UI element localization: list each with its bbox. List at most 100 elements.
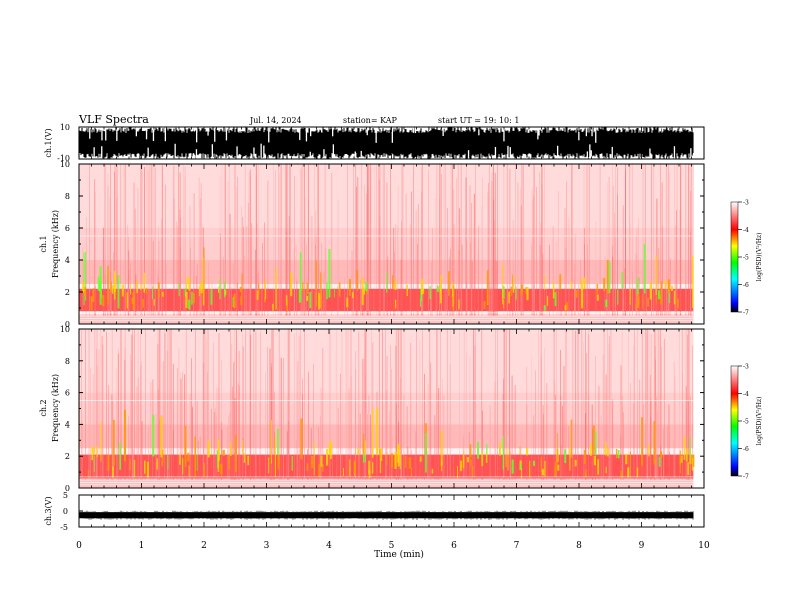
ch1-spec-burst bbox=[596, 284, 599, 295]
ch1-waveform-gap bbox=[236, 146, 238, 159]
ch2-spec-burst bbox=[379, 449, 381, 457]
ch1-spec-burst bbox=[510, 286, 513, 296]
ch1-spec-burst bbox=[667, 279, 670, 293]
ch1-waveform-gap bbox=[524, 153, 526, 159]
ch2-spec-burst bbox=[399, 453, 401, 470]
x-tick-label: 8 bbox=[576, 541, 582, 551]
ch1-spec-burst bbox=[83, 252, 85, 306]
ch1-spec-burst bbox=[302, 282, 304, 291]
ch1-spectrogram-image bbox=[79, 164, 694, 324]
ch2-spec-burst bbox=[604, 442, 607, 456]
ch2-spec-burst bbox=[574, 459, 577, 467]
ch2-spec-burst bbox=[653, 421, 656, 465]
ch1-spec-burst bbox=[419, 298, 422, 307]
date-label: Jul. 14, 2024 bbox=[249, 116, 302, 125]
ch1-spec-burst bbox=[140, 283, 142, 291]
ch1-spec-burst bbox=[554, 292, 557, 306]
ch2-spec-burst bbox=[636, 467, 639, 477]
ch1-waveform-gap bbox=[509, 147, 511, 159]
ch1-spec-ytick-label: 4 bbox=[65, 256, 70, 265]
ch2-spec-burst bbox=[557, 464, 560, 471]
ch1-spec-burst bbox=[603, 278, 606, 292]
ch2-spec-burst bbox=[589, 444, 592, 456]
ch1-waveform-gap bbox=[507, 145, 509, 159]
ch3-waveform-panel: ch.3(V) 5 0 -5 bbox=[44, 491, 705, 532]
ch1-waveform-gap bbox=[321, 127, 323, 133]
ch2-spec-burst bbox=[353, 460, 356, 475]
ch1-spec-burst bbox=[188, 277, 191, 291]
ch1-waveform-gap bbox=[323, 149, 325, 160]
station-label: station= KAP bbox=[343, 116, 398, 125]
ch2-spec-burst bbox=[270, 419, 272, 464]
ch1-spec-burst bbox=[326, 282, 328, 300]
ch1-spec-burst bbox=[191, 291, 193, 305]
ch1-waveform-gap bbox=[309, 151, 311, 160]
ch1-spec-ytick-label: 0 bbox=[65, 320, 70, 329]
ch2-spec-ytick-label: 2 bbox=[65, 452, 70, 461]
ch2-spec-burst bbox=[625, 453, 628, 465]
ch2-spec-burst bbox=[306, 463, 309, 471]
ch1-spec-burst bbox=[439, 275, 442, 294]
ch1-waveform-gap bbox=[366, 127, 368, 136]
ch1-waveform-gap bbox=[163, 154, 165, 160]
ch2-spec-burst bbox=[277, 456, 280, 470]
ch1-spec-burst bbox=[406, 284, 408, 297]
ch1-spec-burst bbox=[290, 272, 293, 297]
ch1-spec-burst bbox=[458, 299, 460, 309]
ch2-spec-burst bbox=[187, 452, 190, 462]
ch1-spec-burst bbox=[286, 300, 288, 312]
ch2-spec-burst bbox=[217, 450, 219, 468]
ch1-spec-burst bbox=[502, 263, 504, 305]
ch1-spec-burst bbox=[264, 279, 267, 300]
ch2-spec-burst bbox=[629, 451, 631, 468]
ch3-waveform-band bbox=[79, 512, 694, 519]
ch2-spec-burst bbox=[300, 418, 303, 460]
ch1-spec-burst bbox=[85, 251, 87, 301]
ch2-spec-burst bbox=[124, 409, 126, 462]
ch2-spec-burst bbox=[167, 455, 169, 470]
ch1-spec-burst bbox=[153, 299, 155, 306]
ch2-spec-layer-1 bbox=[79, 392, 694, 425]
ch2-spec-burst bbox=[457, 466, 458, 479]
ch2-spec-burst bbox=[425, 433, 427, 473]
x-tick-label: 0 bbox=[76, 541, 82, 551]
ch1-spec-burst bbox=[121, 284, 124, 297]
ch1-waveform-gap bbox=[557, 145, 559, 159]
ch1-spec-burst bbox=[564, 305, 567, 311]
ch2-colorbar-tick-label: -7 bbox=[743, 474, 749, 481]
ch1-spec-burst bbox=[581, 300, 583, 307]
ch1-waveform-gap bbox=[268, 127, 270, 143]
ch2-spec-burst bbox=[658, 456, 661, 467]
ch1-waveform-gap bbox=[429, 127, 431, 132]
ch1-spec-burst bbox=[102, 295, 105, 306]
ch1-spec-burst bbox=[436, 286, 439, 292]
ch1-spec-burst bbox=[420, 288, 423, 301]
ch1-spec-burst bbox=[647, 298, 649, 307]
ch2-spec-burst bbox=[363, 452, 364, 463]
ch2-spec-burst bbox=[570, 419, 573, 458]
ch2-spec-burst bbox=[689, 435, 691, 460]
ch2-spec-burst bbox=[93, 446, 95, 455]
ch2-spec-burst bbox=[679, 450, 681, 474]
ch1-spec-burst bbox=[126, 292, 129, 309]
ch1-spec-burst bbox=[97, 276, 100, 291]
time-axis-tick-labels: 0 1 2 3 4 5 6 7 8 9 10 bbox=[76, 541, 710, 551]
ch2-spec-burst bbox=[203, 463, 206, 478]
ch2-spec-burst bbox=[152, 414, 155, 457]
ch2-spec-ylabel-freq: Frequency (kHz) bbox=[51, 374, 60, 442]
ch1-waveform-gap bbox=[89, 127, 91, 139]
ch2-spec-burst bbox=[593, 455, 596, 466]
ch1-spec-burst bbox=[526, 286, 529, 301]
ch2-spec-ytick-label: 6 bbox=[65, 389, 70, 398]
ch1-spec-burst bbox=[356, 270, 359, 291]
ch2-spec-burst bbox=[615, 449, 618, 459]
ch2-colorbar-tick-label: -3 bbox=[743, 364, 749, 371]
ch1-spec-burst bbox=[188, 299, 191, 310]
ch1-spec-burst bbox=[635, 303, 637, 311]
ch1-spec-burst bbox=[439, 287, 442, 304]
ch1-spec-burst bbox=[90, 296, 93, 311]
ch1-colorbar-tick-label: -5 bbox=[743, 255, 749, 262]
ch2-spec-burst bbox=[466, 457, 470, 463]
ch1-spec-burst bbox=[110, 281, 112, 293]
ch2-spectrogram-panel: ch.2 Frequency (kHz) 0 2 4 6 8 10 -3 -4 -5 -6 -7 … bbox=[39, 325, 763, 493]
